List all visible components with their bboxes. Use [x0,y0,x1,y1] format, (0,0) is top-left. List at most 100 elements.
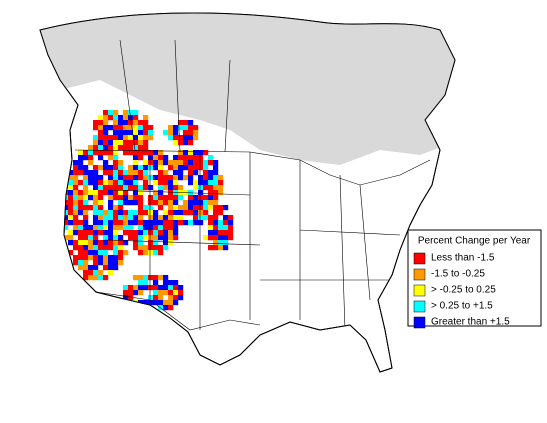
trend-cell [93,250,99,256]
trend-cell [158,170,164,176]
trend-cell [73,220,79,226]
trend-cell [173,170,179,176]
trend-cell [73,160,79,166]
trend-cell [143,285,149,291]
trend-cell [158,235,164,241]
trend-cell [123,285,129,291]
trend-cell [108,205,114,211]
trend-cell [88,160,94,166]
trend-cell [153,240,159,246]
trend-cell [133,235,139,241]
trend-cell [158,295,164,301]
trend-cell [153,160,159,166]
trend-cell [78,245,84,251]
trend-cell [83,170,89,176]
trend-cell [188,210,194,216]
trend-cell [138,200,144,206]
trend-cell [138,230,144,236]
trend-cell [118,195,124,201]
trend-cell [73,185,79,191]
trend-cell [103,245,109,251]
trend-cell [223,245,229,251]
trend-cell [153,165,159,171]
trend-cell [163,235,169,241]
trend-cell [163,225,169,231]
trend-cell [108,195,114,201]
trend-cell [123,175,129,181]
trend-cell [63,220,69,226]
trend-cell [173,225,179,231]
trend-cell [148,155,154,161]
trend-cell [98,270,104,276]
trend-cell [188,180,194,186]
trend-cell [73,230,79,236]
trend-cell [138,275,144,281]
trend-cell [153,195,159,201]
trend-cell [103,180,109,186]
trend-cell [88,240,94,246]
trend-cell [188,140,194,146]
trend-cell [198,180,204,186]
trend-cell [68,230,74,236]
trend-cell [83,275,89,281]
trend-cell [133,120,139,126]
trend-cell [93,225,99,231]
trend-cell [223,225,229,231]
trend-cell [173,180,179,186]
trend-cell [123,225,129,231]
trend-cell [138,240,144,246]
trend-cell [208,155,214,161]
trend-cell [173,140,179,146]
trend-cell [143,180,149,186]
trend-cell [98,225,104,231]
trend-cell [93,190,99,196]
trend-cell [78,170,84,176]
trend-cell [113,235,119,241]
trend-cell [113,240,119,246]
trend-cell [93,185,99,191]
trend-cell [163,155,169,161]
trend-cell [98,185,104,191]
trend-cell [213,220,219,226]
trend-cell [143,210,149,216]
trend-cell [143,175,149,181]
trend-cell [113,125,119,131]
trend-cell [113,150,119,156]
trend-cell [148,250,154,256]
trend-cell [113,170,119,176]
trend-cell [208,200,214,206]
trend-cell [103,240,109,246]
trend-cell [133,140,139,146]
trend-cell [133,115,139,121]
legend-label: > -0.25 to 0.25 [431,285,496,296]
trend-cell [143,220,149,226]
trend-cell [178,290,184,296]
trend-cell [123,115,129,121]
trend-cell [133,125,139,131]
trend-cell [168,295,174,301]
trend-cell [83,225,89,231]
trend-cell [158,205,164,211]
trend-cell [138,120,144,126]
trend-cell [98,155,104,161]
trend-cell [68,200,74,206]
trend-cell [198,195,204,201]
trend-cell [128,120,134,126]
trend-cell [108,155,114,161]
trend-cell [143,305,149,311]
trend-cell [93,195,99,201]
trend-cell [153,275,159,281]
trend-cell [128,230,134,236]
trend-cell [168,135,174,141]
trend-cell [213,165,219,171]
trend-cell [88,265,94,271]
trend-cell [123,145,129,151]
trend-cell [148,195,154,201]
trend-cell [173,200,179,206]
trend-cell [178,205,184,211]
trend-cell [138,290,144,296]
trend-cell [208,190,214,196]
trend-cell [98,255,104,261]
trend-cell [98,180,104,186]
trend-cell [123,295,129,301]
